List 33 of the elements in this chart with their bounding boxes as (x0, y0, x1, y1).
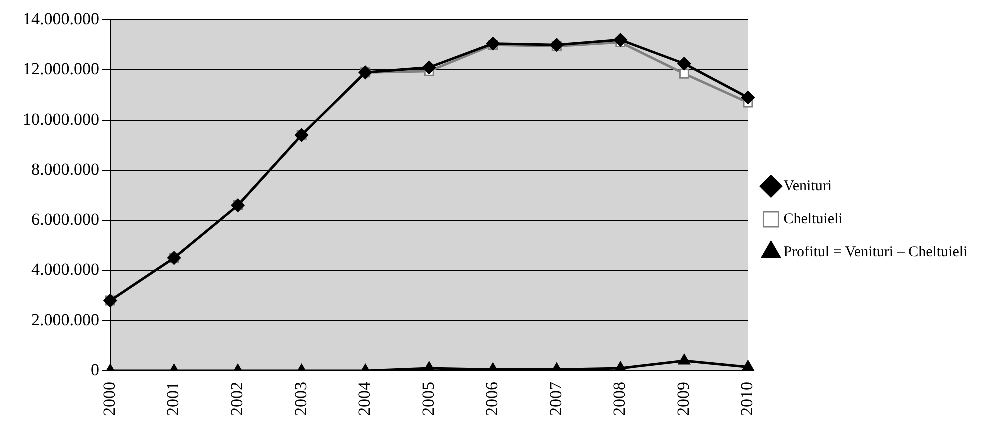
x-tick-label: 2005 (418, 382, 438, 416)
point (678, 354, 690, 365)
y-tick-label: 10.000.000 (23, 110, 100, 129)
x-tick-label: 2006 (482, 382, 502, 416)
y-tick-label: 0 (91, 360, 100, 380)
y-tick-label: 2.000.000 (32, 310, 100, 330)
x-tick-label: 2008 (610, 382, 630, 416)
legend-label: Venituri (784, 178, 832, 194)
point (423, 362, 436, 371)
point (679, 68, 690, 79)
point (614, 33, 628, 47)
point (742, 360, 754, 371)
y-tick-label: 12.000.000 (23, 60, 100, 79)
legend-label: Cheltuieli (784, 211, 843, 228)
x-tick-label: 2001 (164, 382, 183, 416)
legend-label: Profitul = Venituri – Cheltuieli (784, 244, 968, 260)
y-tick-label: 14.000.000 (23, 9, 100, 28)
x-tick-label: 2010 (738, 382, 757, 416)
x-tick-label: 2004 (355, 382, 374, 416)
x-tick-label: 2000 (100, 382, 119, 416)
x-tick-label: 2009 (674, 382, 693, 416)
point (614, 362, 627, 371)
point (678, 57, 692, 71)
x-tick-label: 2003 (291, 382, 310, 416)
point (422, 60, 436, 74)
point (741, 90, 755, 104)
point (550, 38, 564, 52)
x-tick-label: 2007 (546, 382, 566, 416)
y-tick-label: 4.000.000 (32, 260, 100, 280)
point (486, 37, 500, 51)
y-tick-label: 8.000.000 (32, 160, 100, 179)
y-tick-label: 6.000.000 (32, 210, 100, 230)
x-tick-label: 2002 (228, 382, 247, 416)
